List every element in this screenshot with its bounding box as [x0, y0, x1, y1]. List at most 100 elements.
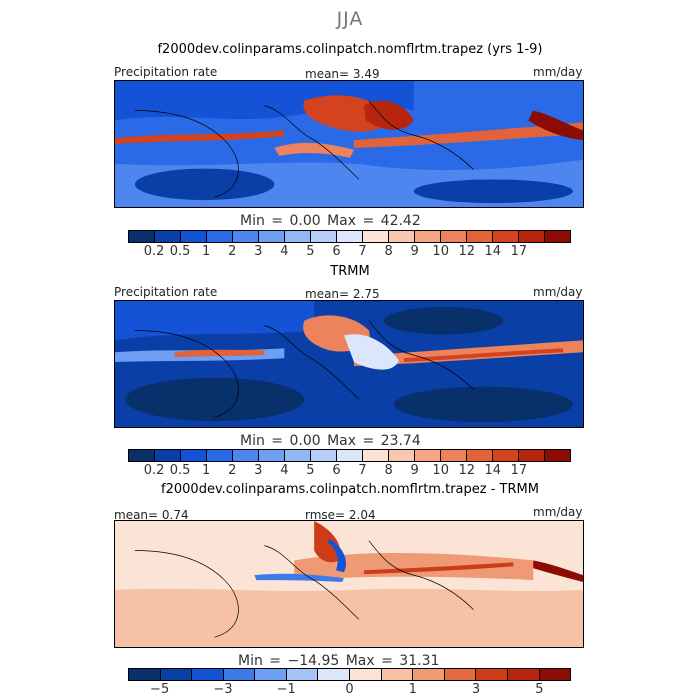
panel-2-colorbar-swatch [363, 450, 389, 461]
panel-1-colorbar-swatch [129, 231, 155, 242]
panel-2-colorbar-tick: 4 [280, 463, 289, 478]
panel-3-min-max: Min = −14.95 Max = 31.31 [238, 653, 440, 669]
panel-2-variable-label: Precipitation rate [114, 285, 218, 299]
panel-3-units-label: mm/day [533, 505, 583, 519]
panel-1-colorbar-tick: 1 [202, 244, 211, 259]
panel-2-colorbar-swatch [519, 450, 545, 461]
panel-2-colorbar-tick: 5 [306, 463, 315, 478]
panel-2-units-label: mm/day [533, 285, 583, 299]
panel-2-colorbar-tick: 3 [254, 463, 263, 478]
panel-2-colorbar-tick: 14 [484, 463, 502, 478]
panel-1-colorbar-tick: 17 [510, 244, 528, 259]
panel-1-colorbar-swatch [233, 231, 259, 242]
panel-1-variable-label: Precipitation rate [114, 65, 218, 79]
panel-3-colorbar-swatch [318, 669, 351, 680]
panel-3-colorbar-swatch [539, 669, 571, 680]
panel-2-colorbar-swatch [207, 450, 233, 461]
panel-2-colorbar-tick: 6 [332, 463, 341, 478]
panel-2-colorbar-swatch [181, 450, 207, 461]
panel-1-colorbar-swatch [207, 231, 233, 242]
panel-2-colorbar-swatch [285, 450, 311, 461]
panel-2-colorbar-ticks: 0.2 0.5 1 2 3 4 5 6 7 8 9 10 12 14 17 [128, 463, 571, 479]
panel-3-colorbar-tick: −1 [276, 682, 296, 697]
panel-1-mean-label: mean= 3.49 [305, 67, 380, 81]
panel-2-colorbar-swatch [545, 450, 570, 461]
panel-2-colorbar-swatch [233, 450, 259, 461]
panel-1-colorbar-tick: 8 [384, 244, 393, 259]
panel-3-colorbar-tick: −3 [213, 682, 233, 697]
panel-2-colorbar-tick: 2 [228, 463, 237, 478]
panel-3-colorbar-tick: 5 [535, 682, 544, 697]
panel-1-colorbar-tick: 3 [254, 244, 263, 259]
panel-1-title: f2000dev.colinparams.colinpatch.nomflrtm… [157, 42, 543, 57]
panel-2-colorbar-swatch [415, 450, 441, 461]
panel-2-colorbar-swatch [129, 450, 155, 461]
panel-1-colorbar-swatch [467, 231, 493, 242]
panel-2-precip-map [114, 300, 584, 428]
panel-2-colorbar-tick: 9 [410, 463, 419, 478]
panel-3-colorbar-swatch [286, 669, 319, 680]
panel-3-colorbar-tick: 0 [345, 682, 354, 697]
panel-3-colorbar-swatch [476, 669, 508, 680]
panel-1-colorbar-tick: 7 [358, 244, 367, 259]
panel-1-min-max: Min = 0.00 Max = 42.42 [240, 213, 421, 229]
panel-3-mean-label: mean= 0.74 [114, 508, 189, 522]
panel-1-colorbar-swatch [363, 231, 389, 242]
panel-1-colorbar [128, 230, 571, 243]
panel-3-colorbar-swatch [444, 669, 477, 680]
panel-3-colorbar-tick: −5 [150, 682, 170, 697]
panel-1-colorbar-tick: 0.2 [143, 244, 165, 259]
panel-2-mean-label: mean= 2.75 [305, 287, 380, 301]
panel-1-colorbar-swatch [337, 231, 363, 242]
panel-1-colorbar-tick: 10 [432, 244, 449, 259]
panel-2-colorbar-swatch [337, 450, 363, 461]
panel-3-rmse-label: rmse= 2.04 [305, 508, 376, 522]
panel-1-colorbar-tick: 4 [280, 244, 289, 259]
panel-2-colorbar-swatch [155, 450, 181, 461]
panel-2-colorbar-swatch [389, 450, 415, 461]
panel-3-colorbar-ticks: −5 −3 −1 0 1 3 5 [128, 682, 571, 698]
panel-3-colorbar-tick: 1 [408, 682, 417, 697]
panel-2-colorbar [128, 449, 571, 462]
panel-2-colorbar-tick: 17 [510, 463, 528, 478]
panel-1-colorbar-swatch [493, 231, 519, 242]
panel-2-colorbar-tick: 12 [458, 463, 476, 478]
panel-1-colorbar-swatch [389, 231, 415, 242]
panel-2-colorbar-tick: 0.5 [169, 463, 191, 478]
panel-2-colorbar-swatch [493, 450, 519, 461]
panel-3-colorbar-swatch [381, 669, 414, 680]
panel-1-colorbar-tick: 0.5 [169, 244, 191, 259]
panel-2-colorbar-tick: 1 [202, 463, 211, 478]
panel-3-colorbar-swatch [350, 669, 382, 680]
panel-1-colorbar-ticks: 0.2 0.5 1 2 3 4 5 6 7 8 9 10 12 14 17 [128, 244, 571, 260]
panel-3-colorbar-swatch [507, 669, 540, 680]
panel-2-colorbar-tick: 8 [384, 463, 393, 478]
panel-2-colorbar-swatch [311, 450, 337, 461]
panel-2-colorbar-swatch [467, 450, 493, 461]
panel-1-colorbar-tick: 2 [228, 244, 237, 259]
panel-1-colorbar-swatch [441, 231, 467, 242]
panel-3-title: f2000dev.colinparams.colinpatch.nomflrtm… [161, 482, 539, 497]
panel-3-colorbar-swatch [413, 669, 445, 680]
panel-2-title: TRMM [330, 264, 370, 279]
panel-3-colorbar-swatch [129, 669, 161, 680]
panel-1-colorbar-swatch [259, 231, 285, 242]
panel-1-precip-map [114, 80, 584, 208]
panel-1-colorbar-tick: 14 [484, 244, 502, 259]
panel-1-colorbar-swatch [415, 231, 441, 242]
panel-2-colorbar-tick: 7 [358, 463, 367, 478]
panel-1-units-label: mm/day [533, 65, 583, 79]
panel-2-colorbar-swatch [441, 450, 467, 461]
panel-3-colorbar [128, 668, 571, 681]
panel-2-min-max: Min = 0.00 Max = 23.74 [240, 433, 421, 449]
panel-1-colorbar-swatch [311, 231, 337, 242]
panel-1-colorbar-tick: 12 [458, 244, 476, 259]
panel-1-colorbar-swatch [545, 231, 570, 242]
panel-1-colorbar-swatch [181, 231, 207, 242]
panel-1-colorbar-swatch [519, 231, 545, 242]
panel-1-colorbar-tick: 5 [306, 244, 315, 259]
panel-3-colorbar-swatch [192, 669, 224, 680]
panel-3-difference-map [114, 520, 584, 648]
panel-1-colorbar-tick: 6 [332, 244, 341, 259]
panel-3-colorbar-swatch [223, 669, 256, 680]
